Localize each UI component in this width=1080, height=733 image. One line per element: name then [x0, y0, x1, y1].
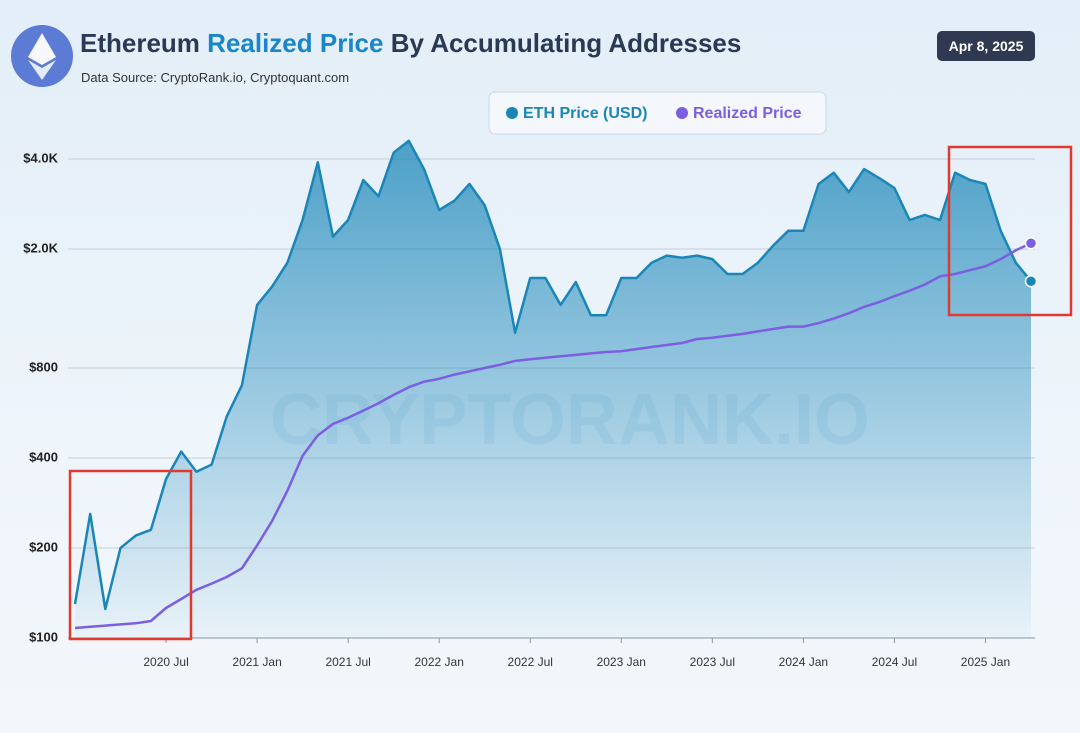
x-tick-label: 2023 Jul	[690, 655, 735, 669]
highlight-box	[68, 469, 193, 641]
x-tick-label: 2020 Jul	[143, 655, 188, 669]
x-tick-label: 2021 Jan	[232, 655, 281, 669]
title-start: Ethereum	[80, 28, 200, 58]
y-tick-label: $4.0K	[23, 150, 58, 165]
date-badge: Apr 8, 2025	[937, 31, 1035, 61]
title: Ethereum Realized Price By Accumulating …	[80, 28, 741, 59]
end-dot	[1024, 237, 1038, 250]
y-tick-label: $200	[29, 539, 58, 554]
legend-swatch	[676, 107, 688, 119]
y-tick-label: $400	[29, 449, 58, 464]
line	[73, 139, 1032, 611]
legend-swatch	[506, 107, 518, 119]
line	[74, 242, 1032, 630]
y-tick-label: $100	[29, 629, 58, 644]
title-end: By Accumulating Addresses	[390, 28, 742, 58]
y-tick-label: $800	[29, 359, 58, 374]
source: Data Source: CryptoRank.io, Cryptoquant.…	[81, 70, 350, 85]
legend-label: ETH Price (USD)	[523, 105, 647, 122]
x-tick-label: 2025 Jan	[961, 655, 1010, 669]
legend-label: Realized Price	[693, 105, 802, 122]
highlight-box	[947, 145, 1073, 317]
area	[75, 140, 1031, 639]
eth-logo	[11, 25, 73, 87]
x-tick-label: 2024 Jul	[872, 655, 917, 669]
y-tick-label: $2.0K	[23, 240, 58, 255]
end-dot	[1024, 275, 1038, 288]
legend-box	[488, 91, 827, 135]
x-tick-label: 2023 Jan	[597, 655, 646, 669]
x-tick-label: 2024 Jan	[779, 655, 828, 669]
x-tick-label: 2022 Jul	[508, 655, 553, 669]
x-tick-label: 2021 Jul	[325, 655, 370, 669]
x-tick-label: 2022 Jan	[414, 655, 463, 669]
title-highlight: Realized Price	[207, 28, 384, 58]
